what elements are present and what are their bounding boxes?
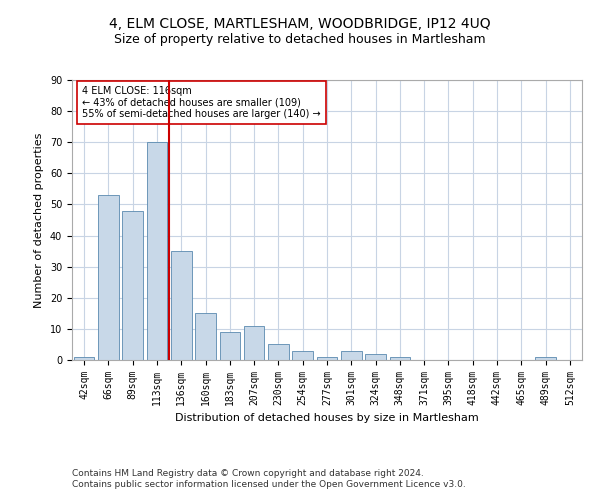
Bar bbox=[195, 314, 216, 360]
Bar bbox=[268, 344, 289, 360]
Bar bbox=[220, 332, 240, 360]
Bar bbox=[98, 195, 119, 360]
Bar bbox=[171, 251, 191, 360]
Text: 4, ELM CLOSE, MARTLESHAM, WOODBRIDGE, IP12 4UQ: 4, ELM CLOSE, MARTLESHAM, WOODBRIDGE, IP… bbox=[109, 18, 491, 32]
Text: Size of property relative to detached houses in Martlesham: Size of property relative to detached ho… bbox=[114, 32, 486, 46]
Bar bbox=[389, 357, 410, 360]
Bar bbox=[146, 142, 167, 360]
Bar bbox=[341, 350, 362, 360]
Bar bbox=[317, 357, 337, 360]
Bar bbox=[244, 326, 265, 360]
Text: Contains HM Land Registry data © Crown copyright and database right 2024.: Contains HM Land Registry data © Crown c… bbox=[72, 468, 424, 477]
Text: Contains public sector information licensed under the Open Government Licence v3: Contains public sector information licen… bbox=[72, 480, 466, 489]
Bar bbox=[74, 357, 94, 360]
Bar bbox=[292, 350, 313, 360]
Y-axis label: Number of detached properties: Number of detached properties bbox=[34, 132, 44, 308]
Bar bbox=[535, 357, 556, 360]
X-axis label: Distribution of detached houses by size in Martlesham: Distribution of detached houses by size … bbox=[175, 414, 479, 424]
Bar bbox=[122, 210, 143, 360]
Bar bbox=[365, 354, 386, 360]
Text: 4 ELM CLOSE: 116sqm
← 43% of detached houses are smaller (109)
55% of semi-detac: 4 ELM CLOSE: 116sqm ← 43% of detached ho… bbox=[82, 86, 321, 119]
